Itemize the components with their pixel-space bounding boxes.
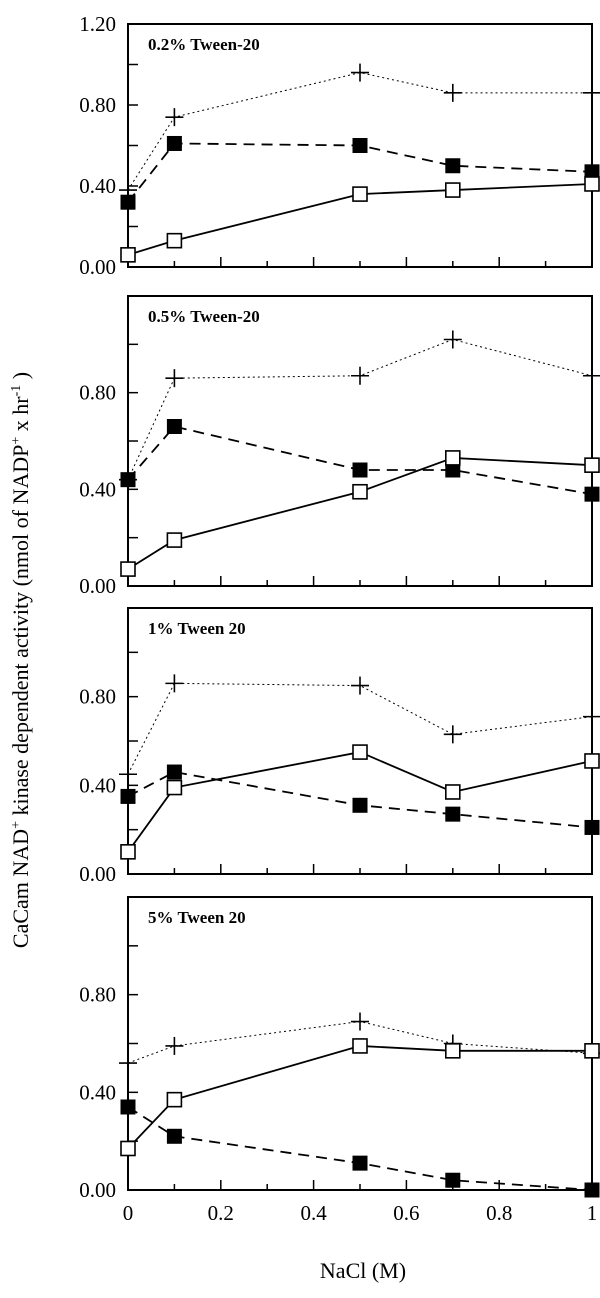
data-point-filled-square (166, 764, 182, 780)
y-axis-title: CaCam NAD+ kinase dependent activity (nm… (8, 372, 33, 948)
data-point-filled-square (166, 135, 182, 151)
data-point-open-square (584, 753, 600, 769)
data-point-filled-square (166, 419, 182, 434)
data-point-open-square (120, 844, 136, 860)
data-point-open-square (584, 457, 600, 473)
chart-panel-1: 0.00 0.40 0.80 1.20 0.2% Tween-20 (79, 12, 600, 279)
data-point-filled-square (352, 462, 368, 478)
y-tick-label: 0.00 (79, 574, 116, 598)
data-point-open-square (352, 186, 368, 202)
panel-title: 1% Tween 20 (148, 619, 246, 638)
plot-frame (127, 295, 593, 587)
series-line-open-square (127, 1045, 592, 1150)
panel-title: 5% Tween 20 (148, 908, 246, 927)
data-point-filled-square (352, 1155, 368, 1171)
x-tick-label: 0.6 (393, 1201, 419, 1225)
data-point-plus (443, 83, 462, 102)
x-tick-label: 0.4 (300, 1201, 327, 1225)
chart-panel-4: 0.00 0.40 0.80 0 0.2 0.4 0.6 0.8 1 5% Tween 20 (79, 896, 600, 1225)
data-point-filled-square (120, 194, 136, 210)
y-tick-label: 0.80 (79, 685, 116, 709)
data-point-plus (583, 83, 600, 102)
data-point-filled-square (120, 472, 136, 488)
chart-panel-2: 0.00 0.40 0.80 0.5% Tween-20 (79, 295, 600, 598)
panel-title: 0.5% Tween-20 (148, 307, 260, 326)
x-axis-title: NaCl (M) (320, 1258, 406, 1283)
x-tick-label: 0 (123, 1201, 134, 1225)
x-tick-label: 0.8 (486, 1201, 512, 1225)
data-point-plus (165, 108, 184, 127)
y-tick-label: 1.20 (79, 12, 116, 36)
data-point-filled-square (445, 158, 461, 174)
y-tick-label: 0.00 (79, 1178, 116, 1202)
data-point-plus (351, 676, 369, 695)
series-line-plus (127, 682, 593, 775)
data-point-open-square (166, 232, 183, 249)
data-point-plus (165, 369, 184, 388)
data-point-plus (165, 674, 184, 693)
data-point-open-square (352, 744, 368, 760)
data-point-plus (583, 707, 600, 726)
data-point-open-square (166, 532, 183, 548)
data-point-filled-square (584, 1182, 600, 1198)
y-tick-label: 0.40 (79, 1080, 116, 1104)
series-line-filled-square (127, 1106, 593, 1191)
data-point-open-square (444, 1043, 461, 1059)
data-point-plus (351, 63, 369, 82)
data-point-filled-square (584, 819, 600, 835)
data-point-open-square (120, 247, 136, 263)
panels: 0.000.400.801.200.2% Tween-200.000.400.8… (79, 12, 600, 1225)
data-point-plus (119, 765, 137, 784)
y-tick-label: 0.40 (79, 773, 116, 797)
data-point-filled-square (445, 1172, 461, 1188)
x-tick-label: 1 (587, 1201, 598, 1225)
chart-panel-3: 0.00 0.40 0.80 1% Tween 20 (79, 607, 600, 886)
data-point-open-square (352, 483, 368, 500)
data-point-filled-square (120, 1099, 136, 1115)
data-point-open-square (166, 779, 183, 796)
y-tick-label: 0.00 (79, 862, 116, 886)
plot-frame (127, 607, 593, 875)
y-tick-label: 0.00 (79, 255, 116, 279)
series-line-plus (127, 338, 593, 480)
data-point-plus (351, 1012, 369, 1031)
data-point-filled-square (166, 1128, 182, 1144)
data-point-filled-square (445, 806, 461, 822)
data-point-open-square (166, 1091, 183, 1108)
data-point-open-square (584, 1043, 600, 1059)
data-point-open-square (120, 1140, 136, 1157)
data-point-open-square (444, 450, 461, 466)
data-point-plus (165, 1036, 184, 1055)
data-point-open-square (444, 784, 461, 800)
data-point-open-square (444, 182, 461, 198)
data-point-plus (351, 366, 369, 385)
data-point-filled-square (584, 486, 600, 502)
data-point-plus (119, 1054, 137, 1073)
panel-title: 0.2% Tween-20 (148, 35, 260, 54)
x-tick-label: 0.2 (208, 1201, 234, 1225)
data-point-open-square (352, 1038, 368, 1054)
y-tick-label: 0.80 (79, 983, 116, 1007)
data-point-filled-square (352, 797, 368, 813)
y-tick-label: 0.40 (79, 477, 116, 501)
data-point-open-square (584, 176, 600, 192)
data-point-plus (443, 330, 462, 349)
data-point-filled-square (120, 788, 136, 804)
series-line-plus (127, 72, 592, 191)
data-point-filled-square (352, 138, 368, 153)
y-tick-label: 0.80 (79, 381, 116, 405)
y-tick-label: 0.40 (79, 174, 116, 198)
data-point-plus (583, 366, 600, 385)
y-tick-label: 0.80 (79, 93, 116, 117)
data-point-plus (443, 725, 462, 744)
data-point-open-square (120, 561, 136, 577)
